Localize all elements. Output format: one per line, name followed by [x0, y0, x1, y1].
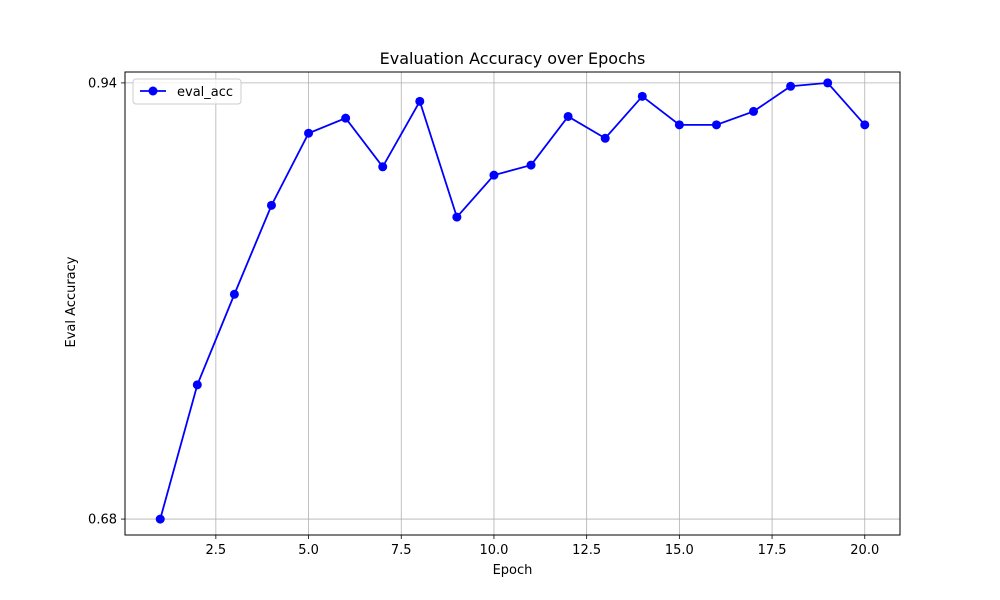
data-point — [155, 514, 165, 524]
x-tick-label: 2.5 — [206, 543, 227, 558]
chart-title: Evaluation Accuracy over Epochs — [380, 49, 646, 68]
x-tick-label: 12.5 — [572, 543, 601, 558]
data-point — [711, 120, 721, 130]
x-axis-label: Epoch — [493, 563, 533, 578]
x-tick-label: 20.0 — [850, 543, 879, 558]
legend-label-eval-acc: eval_acc — [177, 85, 233, 100]
series-line-eval-acc — [159, 81, 866, 520]
legend-box — [132, 78, 242, 105]
data-point — [341, 113, 351, 123]
x-tick-label: 17.5 — [758, 543, 787, 558]
data-point — [452, 212, 462, 222]
data-point — [489, 170, 499, 180]
y-axis-ticks: 0.68 0.94 — [88, 76, 125, 528]
y-tick-label: 0.94 — [88, 76, 117, 91]
series-layer — [155, 78, 870, 524]
grid — [125, 72, 900, 535]
data-point — [526, 160, 536, 170]
data-point — [378, 162, 388, 172]
data-point — [415, 96, 425, 106]
legend: eval_acc — [132, 78, 242, 105]
plot-frame — [124, 71, 901, 536]
legend-marker-eval-acc — [148, 86, 158, 96]
data-point — [192, 380, 202, 390]
data-point — [304, 128, 314, 138]
x-tick-label: 7.5 — [391, 543, 412, 558]
data-point — [266, 200, 276, 210]
data-point — [563, 111, 573, 121]
data-point — [860, 120, 870, 130]
data-point — [674, 120, 684, 130]
data-point — [600, 133, 610, 143]
data-point — [823, 78, 833, 88]
data-point — [749, 106, 759, 116]
x-tick-label: 5.0 — [298, 543, 319, 558]
data-point — [229, 289, 239, 299]
y-tick-label: 0.68 — [88, 513, 117, 528]
x-axis-ticks: 2.5 5.0 7.5 10.0 12.5 15.0 17.5 20.0 — [206, 535, 879, 558]
x-tick-label: 15.0 — [665, 543, 694, 558]
x-tick-label: 10.0 — [479, 543, 508, 558]
data-point — [637, 91, 647, 101]
y-axis-label: Eval Accuracy — [64, 256, 79, 347]
data-point — [786, 81, 796, 91]
